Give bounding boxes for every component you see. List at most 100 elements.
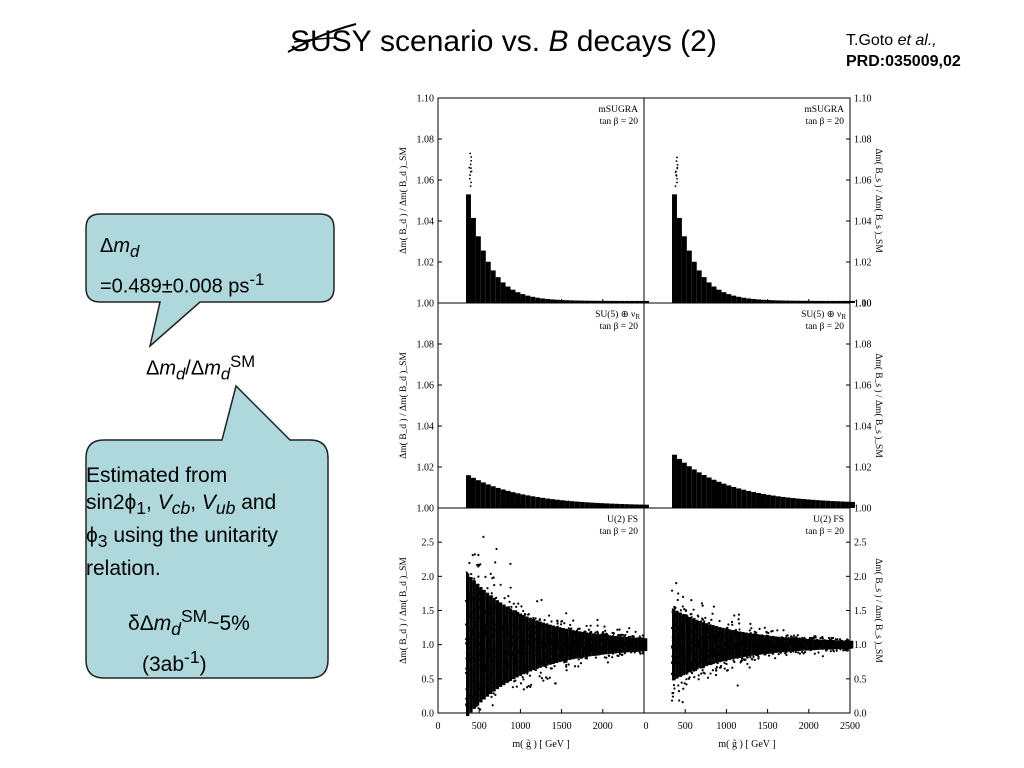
- scatter-point: [771, 652, 774, 655]
- data-band: [515, 292, 521, 303]
- scatter-core: [685, 615, 689, 674]
- y-tick-label: 0.0: [854, 709, 867, 720]
- data-band: [835, 300, 841, 303]
- scatter-point: [733, 614, 736, 617]
- data-band: [761, 299, 766, 303]
- scatter-point: [538, 618, 541, 622]
- scatter-core: [784, 637, 788, 652]
- scatter-point: [565, 665, 568, 668]
- scatter-point: [748, 666, 751, 669]
- scatter-core: [525, 616, 529, 673]
- scatter-point: [490, 695, 493, 698]
- data-band: [564, 300, 570, 303]
- struck-susy: SUSY: [287, 23, 372, 60]
- scatter-point: [821, 655, 824, 658]
- scatter-point: [767, 654, 771, 657]
- y-tick-label: 1.06: [417, 381, 435, 392]
- scatter-point: [521, 676, 524, 679]
- scatter-point: [681, 700, 684, 704]
- outlier-point: [675, 160, 678, 163]
- scatter-point: [690, 598, 693, 602]
- data-band: [696, 270, 702, 303]
- scatter-point: [490, 592, 493, 595]
- scatter-point: [534, 668, 537, 672]
- scatter-core: [850, 640, 854, 649]
- scatter-point: [674, 606, 677, 609]
- y-tick-label: 2.5: [422, 538, 435, 549]
- data-band: [686, 466, 692, 508]
- scatter-point: [753, 658, 756, 662]
- data-band: [790, 300, 796, 303]
- x-tick-label: 2000: [799, 721, 819, 732]
- scatter-point: [639, 652, 642, 655]
- data-band: [540, 298, 546, 303]
- scatter-point: [577, 665, 580, 668]
- data-band: [845, 300, 850, 303]
- scatter-point: [771, 629, 774, 633]
- data-band: [721, 483, 727, 508]
- scatter-point: [486, 587, 489, 590]
- scatter-point: [731, 623, 734, 626]
- data-band: [530, 496, 536, 508]
- x-tick-label: 1500: [758, 721, 778, 732]
- scatter-core: [561, 628, 565, 662]
- scatter-point: [513, 680, 516, 683]
- data-band: [731, 295, 737, 303]
- scatter-point: [673, 687, 676, 690]
- scatter-point: [522, 688, 525, 691]
- scatter-point: [482, 535, 485, 538]
- data-band: [810, 499, 816, 508]
- data-band: [624, 504, 630, 508]
- scatter-point: [725, 669, 729, 672]
- scatter-point: [529, 685, 532, 689]
- scatter-core: [836, 640, 841, 650]
- panel-tanb: tan β = 20: [600, 117, 639, 127]
- data-band: [775, 300, 781, 303]
- data-band: [711, 479, 717, 508]
- scatter-point: [522, 678, 525, 681]
- scatter-point: [603, 656, 606, 659]
- scatter-point: [811, 637, 815, 640]
- data-band: [505, 490, 511, 508]
- data-band: [550, 299, 556, 303]
- scatter-point: [714, 673, 718, 677]
- scatter-point: [468, 561, 471, 565]
- outlier-point: [676, 167, 679, 170]
- data-band: [676, 217, 682, 303]
- scatter-point: [832, 636, 835, 640]
- scatter-point: [607, 654, 610, 657]
- scatter-point: [711, 612, 714, 615]
- data-band: [701, 277, 707, 303]
- y-tick-label: 0.5: [422, 674, 435, 685]
- scatter-core: [495, 600, 499, 690]
- scatter-point: [577, 658, 580, 661]
- data-band: [540, 497, 546, 508]
- scatter-core: [578, 631, 582, 659]
- scatter-core: [724, 628, 729, 661]
- scatter-point: [834, 638, 837, 641]
- scatter-point: [681, 595, 685, 598]
- panel-tanb: tan β = 20: [806, 527, 845, 537]
- scatter-point: [589, 624, 592, 627]
- outlier-point: [468, 177, 471, 180]
- scatter-core: [640, 638, 644, 652]
- data-band: [681, 462, 687, 508]
- scatter-point: [596, 630, 599, 633]
- scatter-point: [641, 651, 644, 654]
- data-band: [726, 294, 732, 303]
- scatter-point: [471, 553, 474, 557]
- data-band: [480, 482, 486, 508]
- data-band: [756, 299, 762, 303]
- scatter-point: [802, 652, 805, 655]
- scatter-point: [510, 605, 513, 608]
- scatter-point: [546, 677, 549, 680]
- scatter-point: [621, 653, 624, 656]
- x-axis-label: m( g̃ ) [ GeV ]: [718, 739, 775, 750]
- scatter-point: [687, 677, 690, 680]
- scatter-point: [540, 677, 544, 680]
- scatter-core: [634, 637, 638, 652]
- scatter-core: [846, 640, 850, 649]
- data-band: [584, 502, 590, 508]
- y-tick-label: 2.5: [854, 538, 867, 549]
- data-band: [589, 502, 595, 508]
